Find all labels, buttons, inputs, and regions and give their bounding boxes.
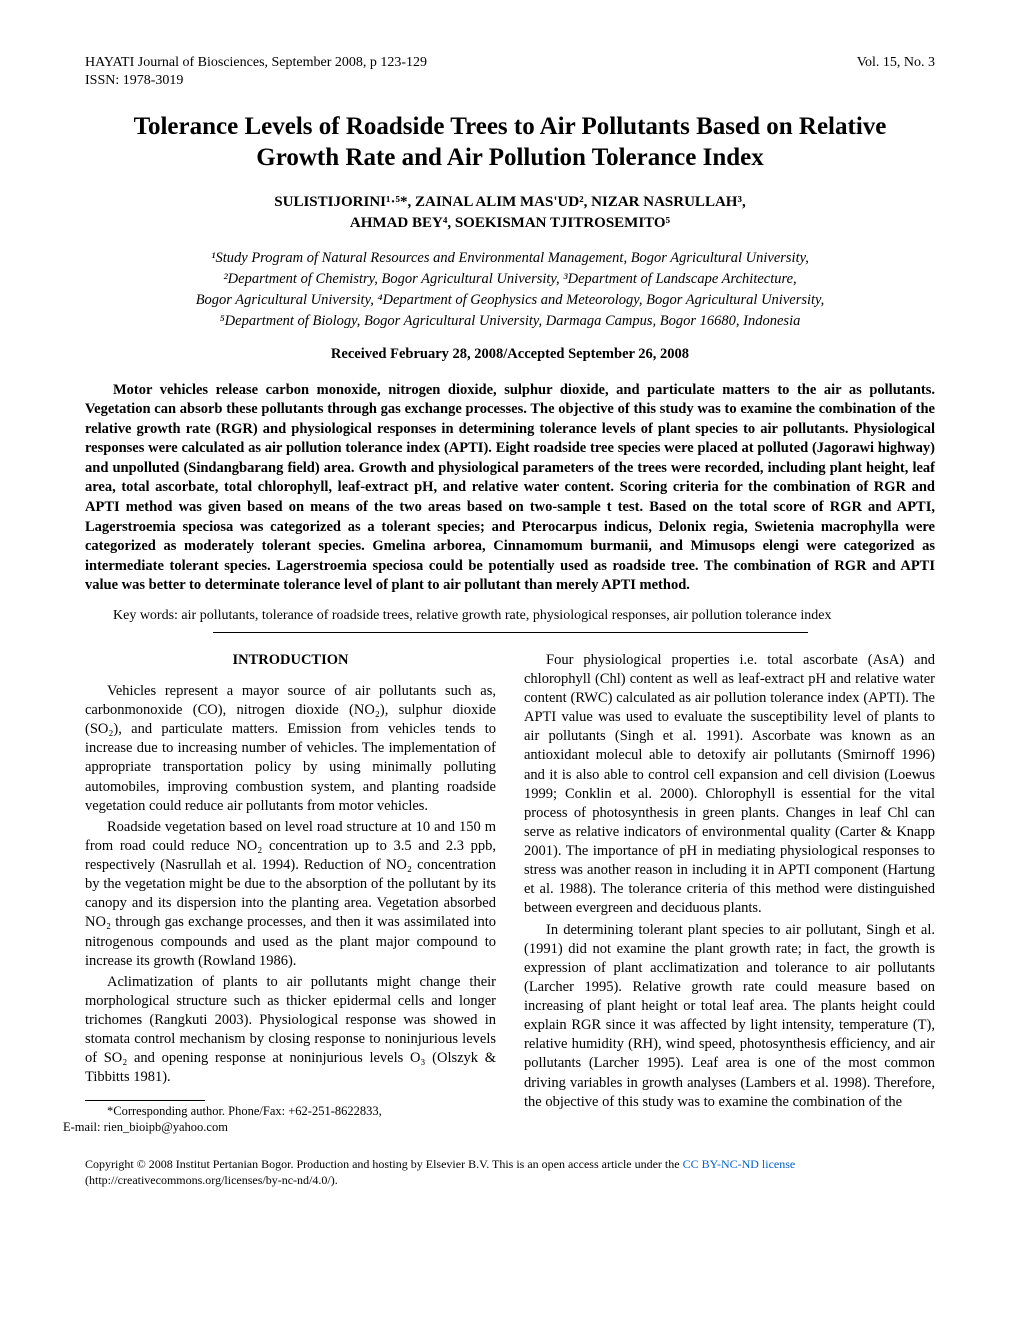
body-columns: INTRODUCTION Vehicles represent a mayor … [85, 651, 935, 1135]
affiliation-1: ¹Study Program of Natural Resources and … [85, 248, 935, 269]
license-link[interactable]: CC BY-NC-ND license [683, 1157, 796, 1171]
copyright-notice: Copyright © 2008 Institut Pertanian Bogo… [85, 1157, 935, 1188]
article-title: Tolerance Levels of Roadside Trees to Ai… [105, 111, 915, 174]
copyright-text-after: (http://creativecommons.org/licenses/by-… [85, 1173, 338, 1187]
header-row: HAYATI Journal of Biosciences, September… [85, 55, 935, 71]
intro-para-2: Roadside vegetation based on level road … [85, 818, 496, 971]
affiliation-4: ⁵Department of Biology, Bogor Agricultur… [85, 311, 935, 332]
authors-line-2: AHMAD BEY⁴, SOEKISMAN TJITROSEMITO⁵ [85, 213, 935, 234]
journal-name: HAYATI Journal of Biosciences, September… [85, 55, 427, 71]
right-column: Four physiological properties i.e. total… [524, 651, 935, 1135]
abstract-text: Motor vehicles release carbon monoxide, … [85, 381, 935, 596]
issn: ISSN: 1978-3019 [85, 73, 935, 89]
divider-rule [213, 632, 808, 633]
abstract: Motor vehicles release carbon monoxide, … [85, 381, 935, 596]
received-accepted: Received February 28, 2008/Accepted Sept… [85, 346, 935, 363]
footnote-line-2: E-mail: rien_bioipb@yahoo.com [63, 1119, 228, 1135]
page-container: HAYATI Journal of Biosciences, September… [0, 0, 1020, 1233]
intro-para-3: Aclimatization of plants to air pollutan… [85, 973, 496, 1088]
volume-issue: Vol. 15, No. 3 [857, 55, 935, 71]
corresponding-author-footnote: *Corresponding author. Phone/Fax: +62-25… [85, 1103, 496, 1136]
right-para-1: Four physiological properties i.e. total… [524, 651, 935, 919]
authors: SULISTIJORINI¹·⁵*, ZAINAL ALIM MAS'UD², … [85, 192, 935, 234]
right-para-2: In determining tolerant plant species to… [524, 921, 935, 1112]
affiliation-2: ²Department of Chemistry, Bogor Agricult… [85, 269, 935, 290]
footnote-rule [85, 1100, 205, 1101]
footnote-line-1: *Corresponding author. Phone/Fax: +62-25… [107, 1104, 382, 1118]
copyright-text-before: Copyright © 2008 Institut Pertanian Bogo… [85, 1157, 683, 1171]
affiliations: ¹Study Program of Natural Resources and … [85, 248, 935, 332]
introduction-heading: INTRODUCTION [85, 651, 496, 670]
affiliation-3: Bogor Agricultural University, ⁴Departme… [85, 290, 935, 311]
keywords: Key words: air pollutants, tolerance of … [85, 608, 935, 624]
intro-para-1: Vehicles represent a mayor source of air… [85, 682, 496, 816]
authors-line-1: SULISTIJORINI¹·⁵*, ZAINAL ALIM MAS'UD², … [85, 192, 935, 213]
left-column: INTRODUCTION Vehicles represent a mayor … [85, 651, 496, 1135]
